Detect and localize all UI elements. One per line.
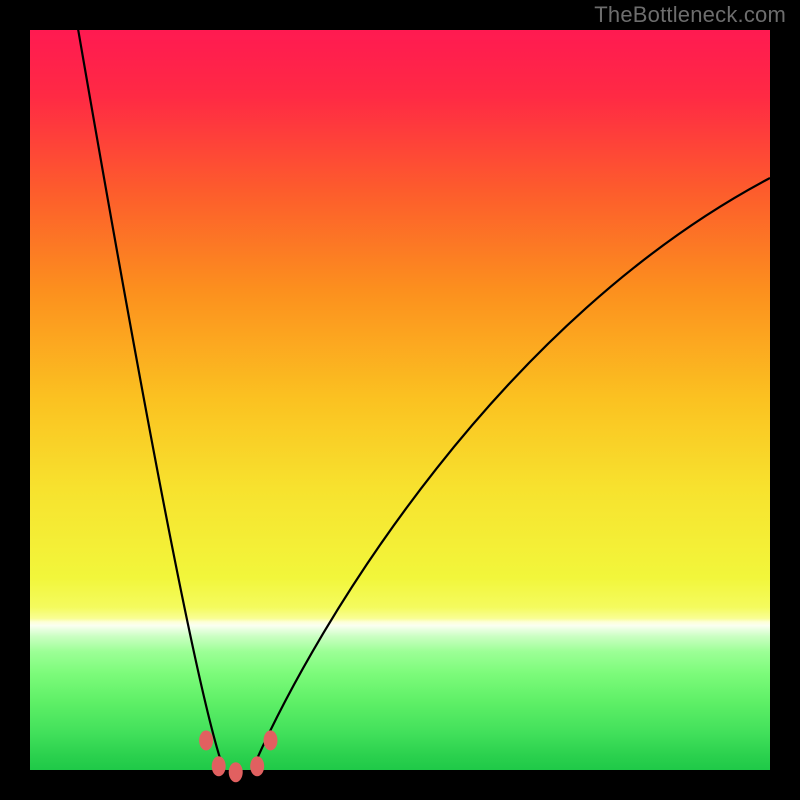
curve-marker: [229, 762, 243, 782]
watermark-text: TheBottleneck.com: [594, 2, 786, 28]
curve-marker: [264, 730, 278, 750]
curve-marker: [212, 756, 226, 776]
curve-marker: [199, 730, 213, 750]
curve-marker: [250, 756, 264, 776]
chart-container: TheBottleneck.com: [0, 0, 800, 800]
plot-background: [30, 30, 770, 770]
bottleneck-chart: [0, 0, 800, 800]
